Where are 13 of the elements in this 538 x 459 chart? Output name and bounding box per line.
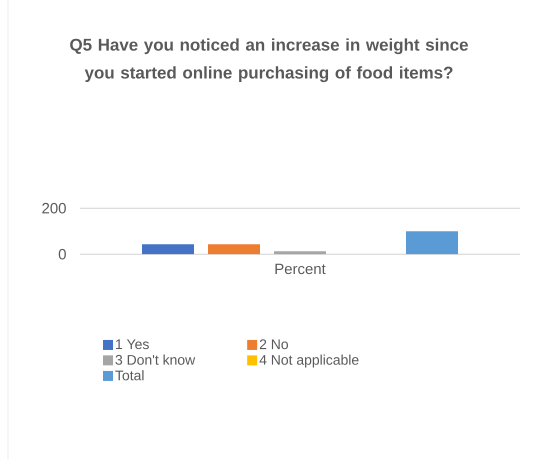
bar [142, 244, 194, 254]
legend-label: Total [115, 370, 144, 380]
legend-label: 1 Yes [116, 339, 149, 349]
y-tick-label: 0 [58, 248, 66, 260]
legend-label: 4 Not applicable [259, 354, 359, 368]
bar [406, 231, 458, 254]
chart-title: Q5 Have you noticed an increase in weight since you started online purchasing of food items? [70, 38, 468, 82]
y-tick-label: 200 [42, 202, 66, 214]
bar [208, 244, 260, 254]
bar [274, 251, 326, 254]
x-tick-label: Percent [275, 264, 326, 274]
legend-label: 2 No [260, 339, 288, 350]
legend-label: 3 Don't know [116, 354, 196, 365]
